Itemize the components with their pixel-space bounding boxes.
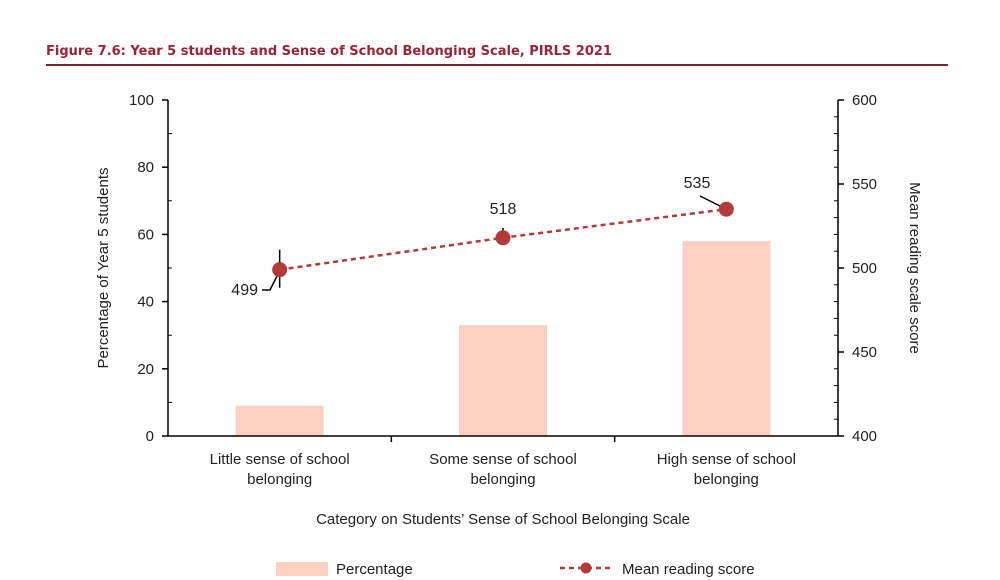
legend-label-percentage: Percentage bbox=[336, 561, 413, 578]
data-label: 499 bbox=[231, 282, 258, 299]
title-rule bbox=[46, 64, 948, 66]
y-right-tick-label: 600 bbox=[852, 92, 877, 109]
y-right-tick-label: 450 bbox=[852, 344, 877, 361]
legend-swatch-percentage bbox=[276, 562, 328, 576]
y-right-tick-label: 500 bbox=[852, 260, 877, 277]
bar-3 bbox=[682, 241, 771, 436]
category-label: belonging bbox=[694, 471, 759, 488]
y-left-tick-label: 20 bbox=[137, 361, 154, 378]
data-label: 518 bbox=[490, 201, 517, 218]
y-axis-right-label: Mean reading scale score bbox=[906, 182, 923, 354]
legend-label-mean-score: Mean reading score bbox=[622, 561, 755, 578]
data-label-leader bbox=[262, 269, 281, 291]
category-label: belonging bbox=[247, 471, 312, 488]
y-left-tick-label: 40 bbox=[137, 294, 154, 311]
y-left-tick-label: 80 bbox=[137, 159, 154, 176]
mean-score-point-2 bbox=[495, 230, 511, 246]
category-label: High sense of school bbox=[657, 451, 796, 468]
category-label: belonging bbox=[470, 471, 535, 488]
data-label: 535 bbox=[684, 175, 711, 192]
y-left-tick-label: 100 bbox=[129, 92, 154, 109]
figure-title: Figure 7.6: Year 5 students and Sense of… bbox=[46, 44, 612, 59]
y-right-tick-label: 400 bbox=[852, 428, 877, 445]
y-left-tick-label: 0 bbox=[146, 428, 154, 445]
mean-score-point-3 bbox=[718, 201, 734, 217]
mean-score-point-1 bbox=[272, 262, 288, 278]
y-left-tick-label: 60 bbox=[137, 226, 154, 243]
bar-1 bbox=[235, 405, 324, 436]
category-label: Little sense of school bbox=[210, 451, 350, 468]
x-axis-label: Category on Students’ Sense of School Be… bbox=[316, 511, 690, 528]
y-right-tick-label: 550 bbox=[852, 176, 877, 193]
y-axis-left-label: Percentage of Year 5 students bbox=[95, 168, 112, 369]
category-label: Some sense of school bbox=[429, 451, 577, 468]
legend-swatch-marker bbox=[580, 562, 592, 574]
bar-2 bbox=[459, 325, 547, 436]
